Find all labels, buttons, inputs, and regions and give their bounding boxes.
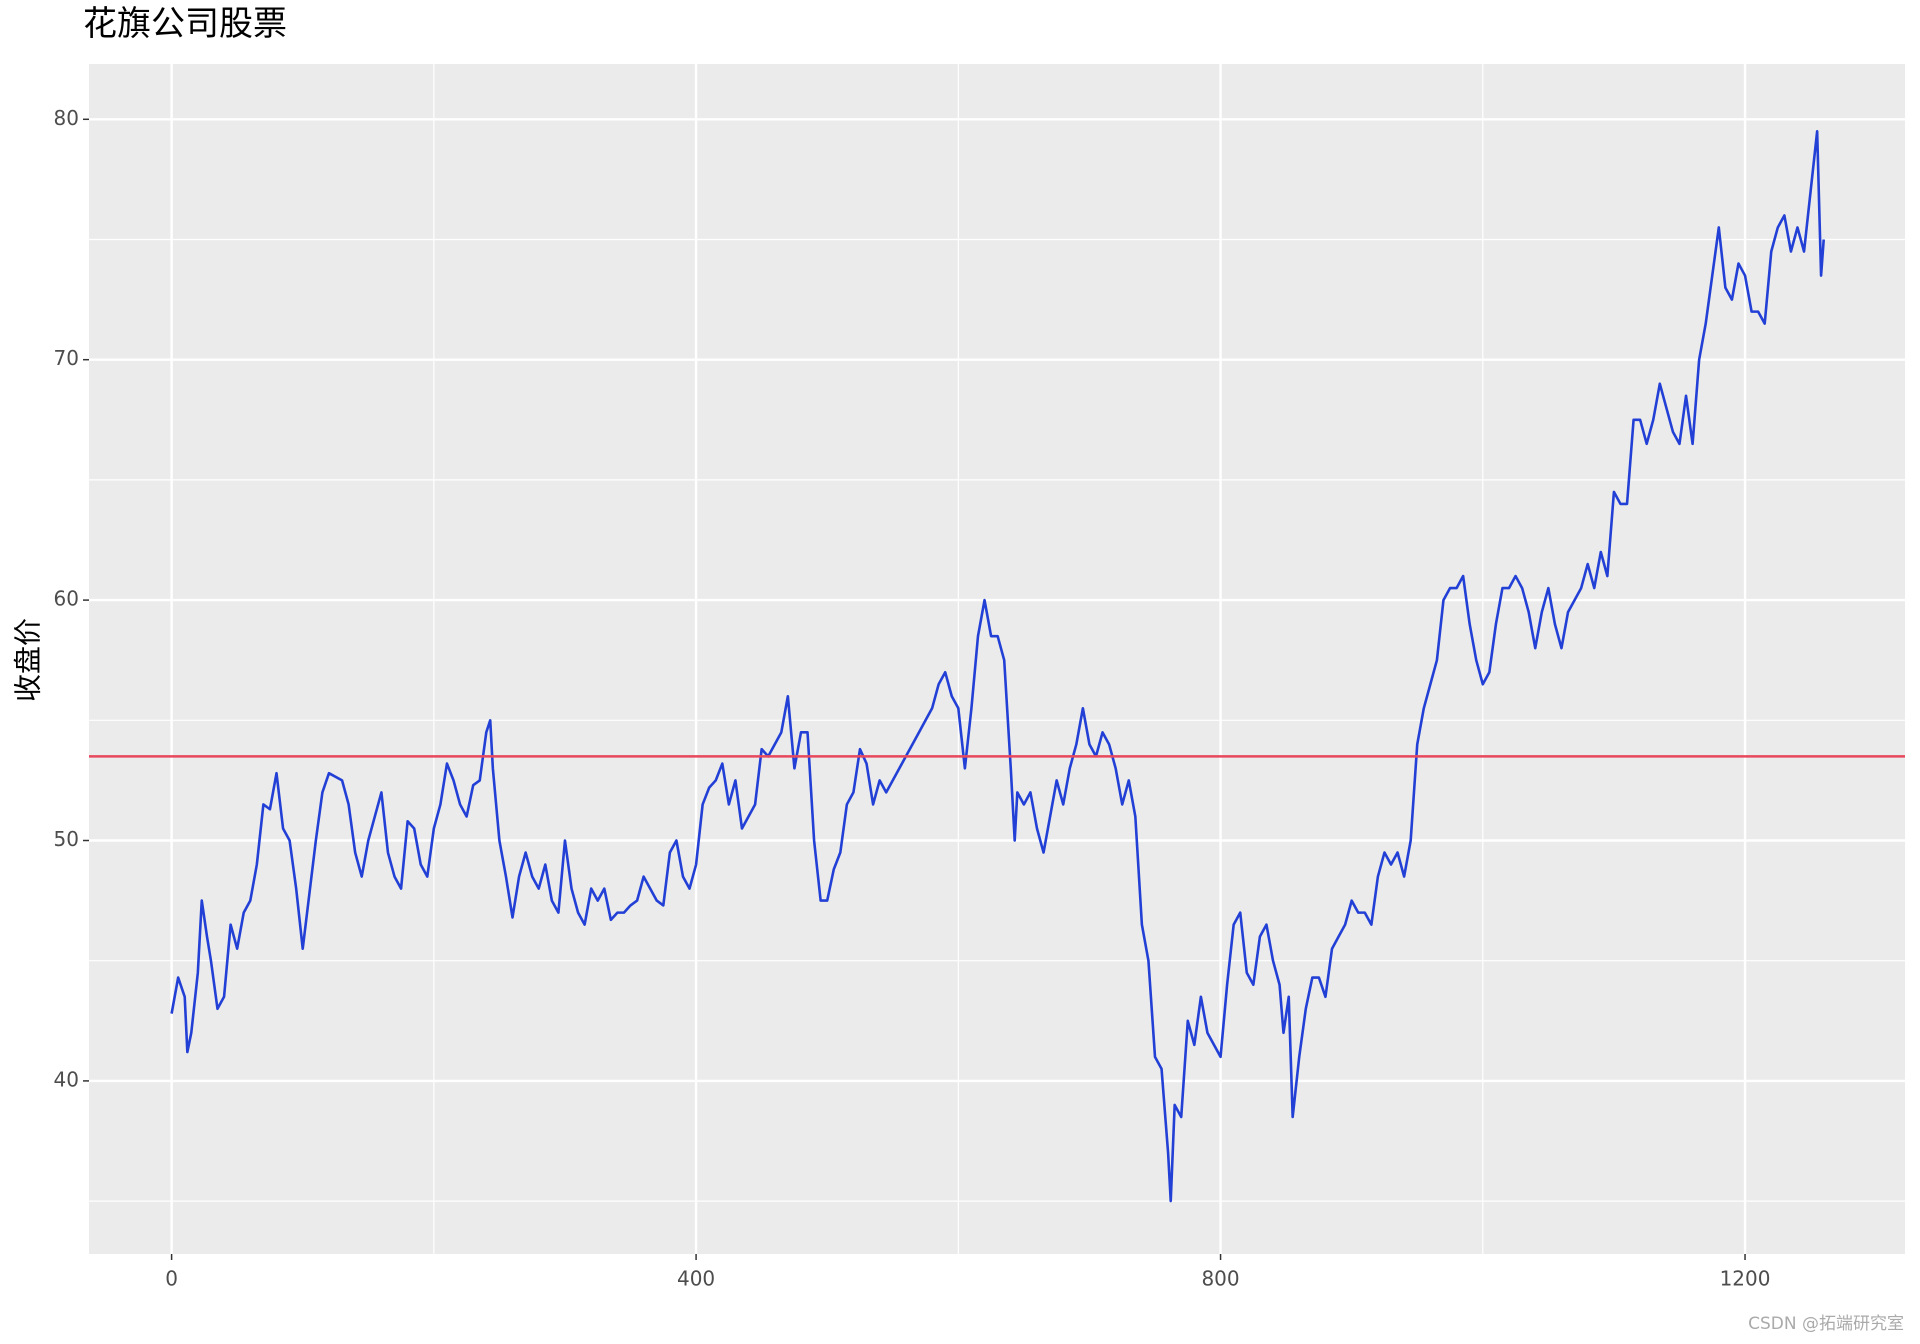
y-tick-label: 80 bbox=[54, 106, 79, 130]
y-tick-label: 60 bbox=[54, 587, 79, 611]
x-tick-label: 1200 bbox=[1720, 1267, 1771, 1291]
plot-panel bbox=[89, 64, 1905, 1254]
chart-title: 花旗公司股票 bbox=[83, 4, 287, 44]
y-tick-label: 50 bbox=[54, 827, 79, 851]
y-tick-label: 40 bbox=[54, 1067, 79, 1091]
x-tick-label: 800 bbox=[1201, 1267, 1239, 1291]
x-tick-label: 400 bbox=[677, 1267, 715, 1291]
y-axis-label: 收盘价 bbox=[12, 618, 45, 702]
x-tick-label: 0 bbox=[165, 1267, 178, 1291]
data-line bbox=[170, 130, 1826, 1203]
y-tick-label: 70 bbox=[54, 346, 79, 370]
watermark: CSDN @拓端研究室 bbox=[1748, 1314, 1904, 1334]
